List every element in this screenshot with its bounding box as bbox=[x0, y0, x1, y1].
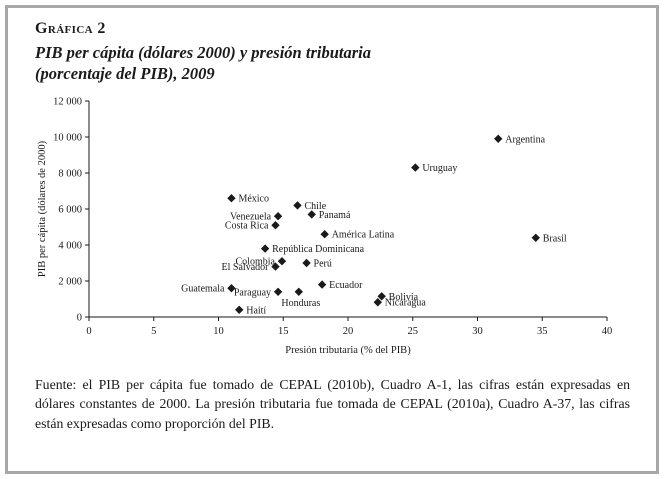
y-tick-label: 10 000 bbox=[53, 132, 82, 143]
y-tick-label: 12 000 bbox=[53, 96, 82, 107]
x-axis-title: Presión tributaria (% del PIB) bbox=[285, 345, 411, 356]
data-point-label: Honduras bbox=[281, 298, 320, 309]
scatter-chart: 0 5 10 15 20 25 30 35 40 0 2 000 4 000 6 000 8 000 10 … bbox=[37, 96, 613, 356]
data-point bbox=[411, 163, 420, 172]
y-tick-label: 4 000 bbox=[58, 240, 82, 251]
data-point bbox=[227, 193, 236, 203]
x-tick-label: 25 bbox=[408, 326, 419, 337]
data-point bbox=[494, 134, 503, 143]
x-tick-label: 20 bbox=[343, 326, 354, 337]
data-point bbox=[302, 258, 311, 268]
data-point-label: Uruguay bbox=[422, 163, 457, 174]
figure-title-line-1: PIB per cápita (dólares 2000) y presión … bbox=[35, 43, 371, 62]
data-point bbox=[277, 256, 287, 266]
x-tick-label: 5 bbox=[151, 326, 156, 337]
data-point-label: República Dominicana bbox=[272, 244, 364, 255]
y-tick-label: 8 000 bbox=[58, 168, 82, 179]
data-point bbox=[273, 287, 283, 296]
figure-content: Gráfica 2 PIB per cápita (dólares 2000) … bbox=[8, 8, 656, 434]
figure-title-line-2: (porcentaje del PIB), 2009 bbox=[35, 64, 215, 84]
data-point bbox=[273, 211, 283, 221]
data-point-label: Argentina bbox=[505, 134, 545, 145]
data-point bbox=[317, 280, 327, 289]
data-point-label: Brasil bbox=[543, 233, 567, 244]
x-tick-label: 15 bbox=[278, 326, 289, 337]
y-tick-label: 0 bbox=[77, 312, 82, 323]
data-point bbox=[293, 201, 302, 210]
chart-figure: 0 5 10 15 20 25 30 35 40 0 2 000 4 000 6 000 8 000 10 … bbox=[33, 91, 632, 361]
data-point-label: Perú bbox=[314, 258, 332, 269]
data-point-label: Costa Rica bbox=[225, 221, 269, 232]
figure-border: Gráfica 2 PIB per cápita (dólares 2000) … bbox=[5, 5, 659, 474]
data-point-label: México bbox=[238, 194, 269, 205]
data-point-label: Paraguay bbox=[234, 287, 271, 298]
data-point bbox=[271, 220, 280, 230]
data-point bbox=[235, 305, 244, 314]
data-point bbox=[307, 210, 316, 219]
data-point-label: Guatemala bbox=[181, 284, 225, 295]
x-tick-label: 0 bbox=[86, 326, 91, 337]
x-tick-label: 40 bbox=[602, 326, 613, 337]
data-point-label: Colombia bbox=[236, 257, 276, 268]
data-point bbox=[531, 233, 540, 242]
data-point-label: Nicaragua bbox=[385, 298, 427, 309]
figure-kicker: Gráfica 2 bbox=[35, 20, 106, 37]
data-point bbox=[373, 297, 382, 307]
data-point bbox=[271, 262, 280, 271]
source-note: Fuente: el PIB per cápita fue tomado de … bbox=[35, 376, 630, 432]
data-point-label: Haití bbox=[246, 305, 266, 316]
data-point-label: Bolivia bbox=[389, 292, 419, 303]
data-point-label: Chile bbox=[304, 201, 326, 212]
data-point-label: El Salvador bbox=[222, 262, 270, 273]
data-point-label: Venezuela bbox=[230, 212, 272, 223]
x-tick-label: 35 bbox=[537, 326, 548, 337]
y-tick-label: 2 000 bbox=[58, 276, 82, 287]
y-tick-label: 6 000 bbox=[58, 204, 82, 215]
data-point bbox=[377, 291, 386, 301]
data-point bbox=[260, 244, 270, 253]
data-point-label: América Latina bbox=[332, 230, 395, 241]
data-point bbox=[320, 229, 329, 239]
y-axis-title: PIB per cápita (dólares de 2000) bbox=[37, 140, 48, 277]
data-point-label: Ecuador bbox=[329, 280, 363, 291]
data-point bbox=[294, 287, 303, 296]
x-tick-label: 10 bbox=[213, 326, 224, 337]
x-tick-label: 30 bbox=[472, 326, 483, 337]
data-point-label: Panamá bbox=[319, 210, 351, 221]
data-point bbox=[227, 283, 236, 293]
